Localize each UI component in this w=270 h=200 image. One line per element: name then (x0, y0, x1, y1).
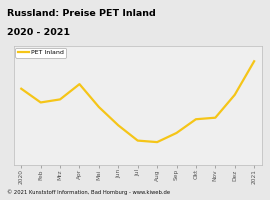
Text: Russland: Preise PET Inland: Russland: Preise PET Inland (7, 9, 156, 18)
Text: © 2021 Kunststoff Information, Bad Homburg - www.kiweb.de: © 2021 Kunststoff Information, Bad Hombu… (7, 190, 170, 195)
Text: 2020 - 2021: 2020 - 2021 (7, 28, 70, 37)
Legend: PET Inland: PET Inland (15, 48, 66, 58)
